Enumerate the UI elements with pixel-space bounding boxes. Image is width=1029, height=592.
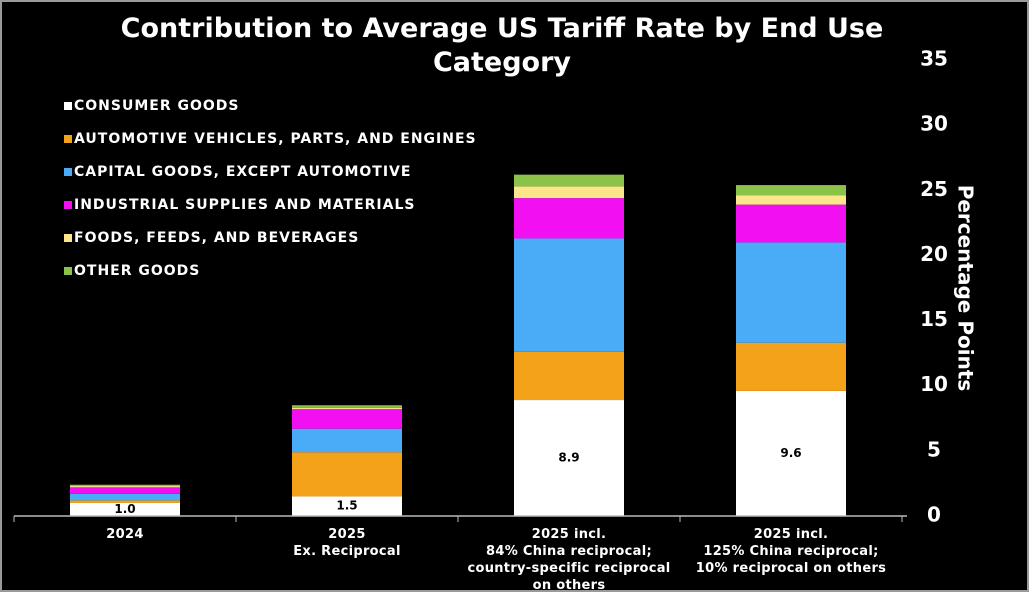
bar-segment: [514, 400, 624, 516]
legend-label: FOODS, FEEDS, AND BEVERAGES: [74, 230, 359, 246]
data-label: 1.0: [114, 502, 135, 516]
bar-segment: [292, 428, 402, 453]
x-tick-label: 2025 Ex. Reciprocal: [293, 527, 401, 559]
bar-segment: [736, 390, 846, 516]
legend-swatch: [64, 201, 72, 209]
y-tick-label: 30: [920, 112, 948, 136]
bar-segment: [514, 351, 624, 401]
bar-segment: [70, 493, 180, 501]
bar-segment: [70, 484, 180, 487]
bar-segment: [70, 487, 180, 494]
y-tick-label: 10: [920, 372, 948, 396]
bar-segment: [736, 185, 846, 196]
bar-segment: [292, 496, 402, 516]
legend-label: CAPITAL GOODS, EXCEPT AUTOMOTIVE: [74, 164, 411, 180]
y-axis-label: Percentage Points: [954, 185, 978, 392]
legend-label: OTHER GOODS: [74, 263, 200, 279]
legend-swatch: [64, 135, 72, 143]
bar-segment: [292, 405, 402, 408]
legend-swatch: [64, 168, 72, 176]
x-tick-label: 2025 incl. 125% China reciprocal; 10% re…: [695, 527, 887, 576]
bar-segment: [292, 452, 402, 497]
bar-segment: [736, 204, 846, 243]
legend-swatch: [64, 234, 72, 242]
data-label: 9.6: [780, 446, 801, 460]
y-tick-label: 25: [920, 177, 948, 201]
legend-label: INDUSTRIAL SUPPLIES AND MATERIALS: [74, 197, 415, 213]
bar-segment: [736, 242, 846, 343]
legend-label: CONSUMER GOODS: [74, 98, 240, 114]
bar-segment: [736, 195, 846, 205]
bar-segment: [292, 407, 402, 410]
data-label: 1.5: [336, 499, 357, 513]
chart-title: Contribution to Average US Tariff Rate b…: [120, 13, 884, 78]
bar-segment: [514, 186, 624, 199]
legend-swatch: [64, 102, 72, 110]
legend-label: AUTOMOTIVE VEHICLES, PARTS, AND ENGINES: [74, 131, 477, 147]
data-label: 8.9: [558, 451, 579, 465]
bar-segment: [70, 502, 180, 516]
y-tick-label: 15: [920, 307, 948, 331]
bar-segment: [514, 238, 624, 352]
bar-segment: [292, 409, 402, 429]
x-tick-label: 2025 incl. 84% China reciprocal; country…: [467, 527, 671, 592]
y-tick-label: 5: [927, 437, 941, 461]
y-tick-label: 20: [920, 242, 948, 266]
bar-segment: [736, 342, 846, 391]
bar-segment: [514, 198, 624, 239]
y-tick-label: 35: [920, 47, 948, 71]
bar-segment: [70, 500, 180, 503]
bar-segment: [514, 174, 624, 187]
x-tick-label: 2024: [106, 527, 144, 542]
y-tick-label: 0: [927, 503, 941, 527]
bar-segment: [70, 486, 180, 488]
legend-swatch: [64, 267, 72, 275]
